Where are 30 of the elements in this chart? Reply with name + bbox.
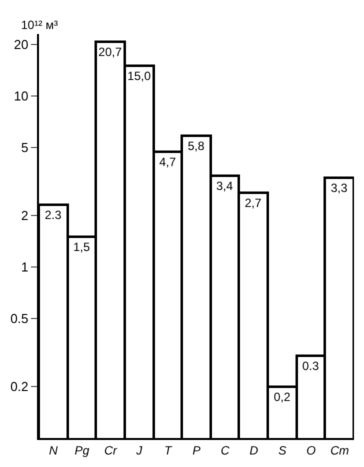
y-tick-label: 5 [21, 140, 28, 155]
data-label: 4,7 [159, 154, 176, 169]
y-tick-label: 20 [14, 36, 28, 52]
data-label: 20,7 [98, 44, 122, 59]
y-axis-title: 10¹² м³ [21, 18, 58, 32]
y-tick-label: 0.2 [10, 379, 28, 394]
y-tick-label: 1 [21, 259, 28, 274]
data-label: 15,0 [127, 68, 152, 83]
x-tick-label: Cr [104, 443, 118, 458]
y-tick-label: 0.5 [10, 310, 28, 326]
x-tick-label: D [249, 443, 258, 458]
y-tick-label: 2 [21, 208, 28, 223]
x-tick-label: T [164, 443, 174, 458]
data-label: 3,3 [330, 180, 348, 195]
data-label: 0.3 [302, 358, 320, 373]
x-tick-label: J [135, 443, 144, 458]
x-tick-label: Pg [74, 443, 90, 458]
x-tick-label: P [192, 443, 201, 458]
x-tick-label: C [220, 443, 230, 458]
data-label: 3,4 [216, 178, 234, 193]
x-tick-label: N [48, 443, 58, 458]
x-tick-label: S [278, 443, 286, 458]
data-label: 2,7 [244, 196, 262, 210]
y-tick-label: 10 [14, 88, 28, 104]
x-tick-label: Cm [330, 443, 350, 458]
data-label: 1,5 [73, 240, 90, 254]
data-label: 5,8 [188, 138, 205, 153]
x-tick-label: O [306, 443, 316, 458]
data-label: 2.3 [44, 208, 62, 222]
data-label: 0,2 [274, 390, 291, 404]
